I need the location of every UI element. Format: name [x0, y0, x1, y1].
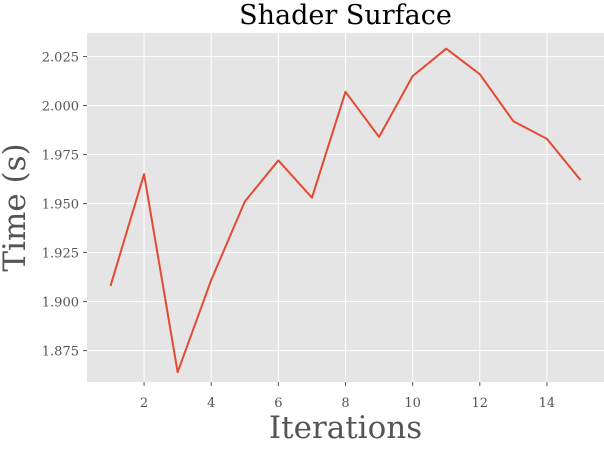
x-tick-label: 6 — [274, 396, 282, 411]
y-tick-label: 2.000 — [42, 100, 79, 115]
x-tick-label: 2 — [140, 396, 148, 411]
x-tick-label: 14 — [539, 396, 556, 411]
series-line — [109, 47, 582, 374]
chart-title: Shader Surface — [239, 0, 452, 31]
series-layer — [109, 47, 582, 374]
y-tick-label: 2.025 — [42, 51, 79, 66]
x-tick-label: 4 — [207, 396, 215, 411]
y-axis-label: Time (s) — [0, 143, 33, 271]
x-tick-label: 8 — [341, 396, 349, 411]
y-tick-label: 1.925 — [42, 247, 79, 262]
x-tick-label: 12 — [472, 396, 489, 411]
y-axis-ticks: 1.875 1.900 1.925 1.950 1.975 2.000 2.025 — [42, 51, 87, 360]
y-tick-label: 1.875 — [42, 345, 79, 360]
y-tick-label: 1.950 — [42, 198, 79, 213]
y-tick-label: 1.900 — [42, 296, 79, 311]
x-axis-label: Iterations — [269, 410, 422, 444]
x-axis-ticks: 2 4 6 8 10 12 14 — [140, 382, 555, 411]
y-tick-label: 1.975 — [42, 149, 79, 164]
x-tick-label: 10 — [404, 396, 421, 411]
